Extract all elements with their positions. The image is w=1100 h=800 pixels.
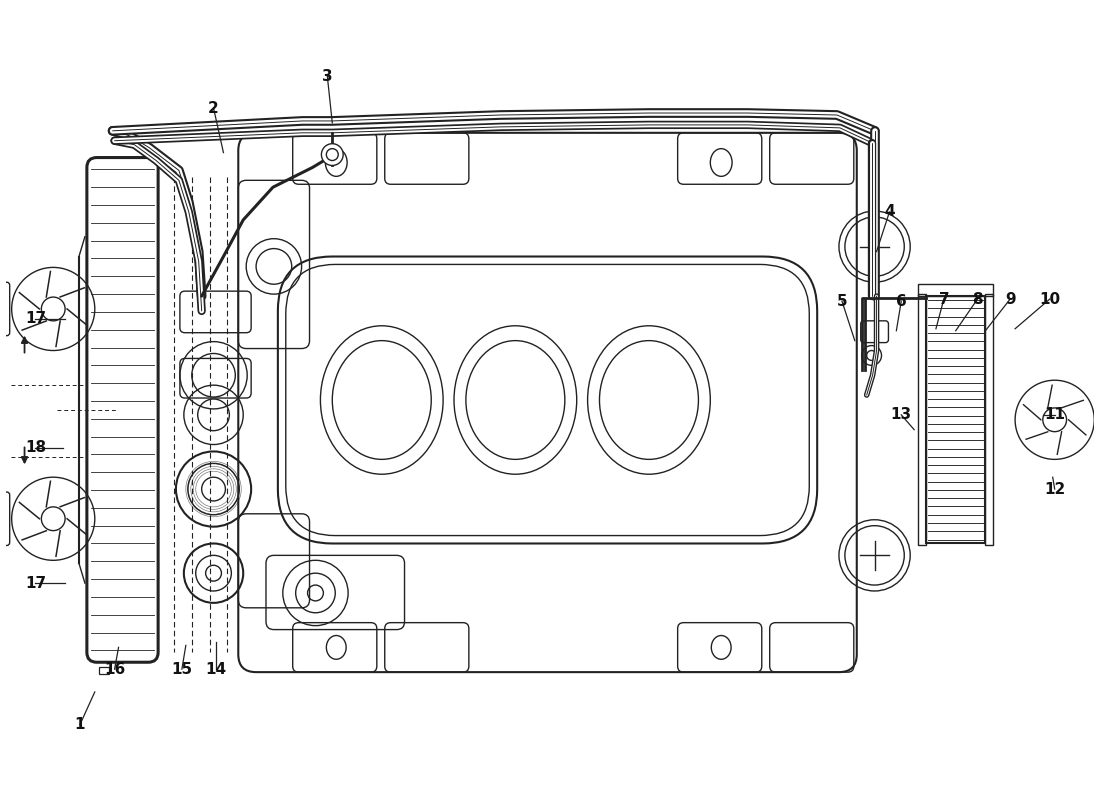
Text: 1: 1	[75, 717, 85, 732]
Bar	[1097, 390, 1100, 450]
Text: 6: 6	[895, 294, 906, 309]
Text: 11: 11	[1044, 407, 1065, 422]
Bar	[986, 294, 993, 546]
Text: 16: 16	[104, 662, 125, 677]
Text: 5: 5	[837, 294, 847, 309]
Text: 8: 8	[972, 291, 982, 306]
Text: 17: 17	[25, 575, 46, 590]
Text: 9: 9	[1004, 291, 1015, 306]
Text: 2: 2	[208, 101, 219, 115]
Bar	[99, 667, 109, 674]
Text: 7: 7	[938, 291, 949, 306]
Bar	[926, 296, 986, 543]
Circle shape	[321, 144, 343, 166]
Text: 10: 10	[1040, 291, 1060, 306]
Text: 15: 15	[172, 662, 192, 677]
Text: 14: 14	[205, 662, 227, 677]
Bar	[918, 294, 926, 546]
Text: 12: 12	[1044, 482, 1065, 497]
Text: 4: 4	[884, 205, 894, 219]
Bar	[918, 284, 993, 296]
Text: 13: 13	[891, 407, 912, 422]
Text: 18: 18	[25, 440, 46, 455]
Text: 3: 3	[322, 69, 332, 84]
Text: 17: 17	[25, 311, 46, 326]
